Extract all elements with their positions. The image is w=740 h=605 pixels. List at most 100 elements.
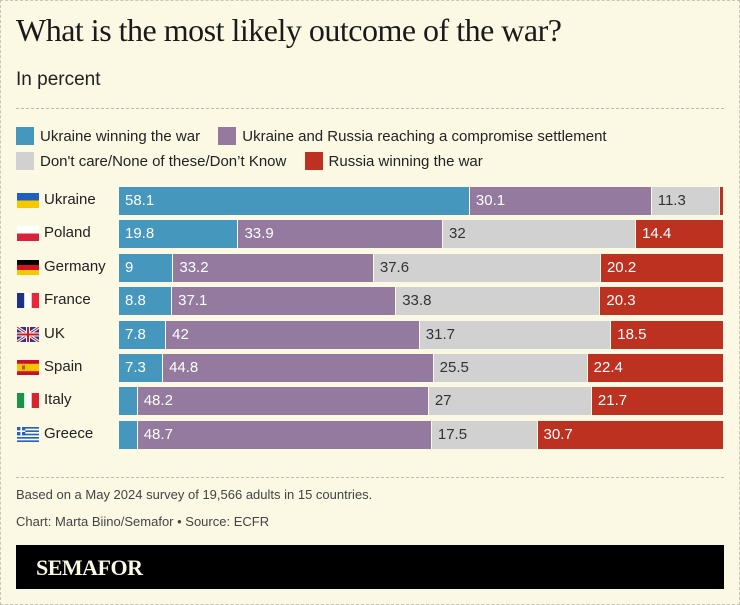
stacked-bar: 19.8 33.9 32 14.4: [119, 220, 723, 249]
data-label: 31.7: [425, 325, 455, 343]
country-label: Italy: [44, 391, 72, 409]
data-label: 27: [434, 392, 452, 410]
france-flag-icon: [17, 293, 39, 309]
data-label: 42: [172, 325, 189, 343]
germany-flag-icon: [17, 259, 39, 275]
bar-segment: 37.1: [172, 287, 397, 316]
data-label: 22.4: [593, 359, 623, 376]
data-label: 20.2: [606, 258, 637, 276]
data-label: 8.8: [125, 292, 146, 310]
legend-item-ukraine-winning: Ukraine winning the war: [16, 124, 200, 148]
stacked-bar: 8.8 37.1 33.8 20.3: [119, 287, 723, 316]
legend-item-compromise: Ukraine and Russia reaching a compromise…: [218, 124, 607, 148]
bar-segment: 33.2: [173, 253, 374, 282]
bar-segment: 19.8: [119, 220, 239, 249]
bar-segment: 21.7: [591, 387, 723, 416]
bar-segment: 44.8: [163, 354, 434, 382]
bar-segment: 37.6: [373, 253, 601, 282]
bar-segment: 14.4: [636, 220, 723, 249]
bar-segment: [719, 187, 723, 215]
data-label: 33.9: [244, 225, 274, 243]
bar-segment: 20.3: [600, 287, 723, 316]
bar-segment: 17.5: [431, 420, 538, 449]
legend-item-russia-winning: Russia winning the war: [304, 149, 483, 173]
data-label: 48.7: [143, 425, 173, 443]
bar-segment: 33.8: [396, 287, 601, 316]
data-label: 58.1: [125, 192, 155, 209]
bar-segment: 30.1: [469, 187, 652, 215]
survey-note: Based on a May 2024 survey of 19,566 adu…: [16, 487, 373, 502]
data-label: 44.8: [169, 359, 199, 376]
greece-flag-icon: [17, 426, 39, 442]
bar-segment: 8.8: [119, 287, 173, 316]
bar-segment: 27: [428, 387, 592, 416]
bar-segment: 31.7: [419, 320, 612, 349]
bar-segment: 22.4: [587, 354, 723, 382]
italy-flag-icon: [17, 393, 39, 409]
legend-swatch: [16, 127, 34, 145]
country-label: Ukraine: [44, 191, 96, 208]
chart-title: What is the most likely outcome of the w…: [16, 12, 562, 48]
stacked-bar: 58.1 30.1 11.3: [119, 187, 723, 215]
bar-row-greece: Greece 48.7 17.5 30.7: [0, 420, 740, 450]
bar-row-poland: Poland 19.8 33.9 32 14.4: [0, 219, 740, 249]
data-label: 17.5: [437, 425, 468, 443]
legend-label: Don't care/None of these/Don’t Know: [40, 152, 287, 170]
bar-segment: 7.8: [119, 320, 167, 349]
bar-segment: 7.3: [119, 354, 164, 382]
data-label: 33.2: [179, 258, 209, 276]
bar-segment: 11.3: [651, 187, 720, 215]
legend-swatch: [16, 152, 34, 170]
bar-segment: [119, 420, 138, 449]
data-label: 21.7: [597, 392, 628, 410]
data-label: 30.1: [475, 192, 506, 209]
country-label: Greece: [44, 424, 94, 442]
legend-swatch: [304, 152, 323, 170]
data-label: 20.3: [606, 292, 636, 310]
country-label: France: [44, 291, 91, 309]
bar-segment: 33.9: [238, 220, 444, 249]
bar-row-germany: Germany 9 33.2 37.6 20.2: [0, 253, 740, 283]
bar-segment: 58.1: [119, 187, 470, 215]
footer-divider: [16, 477, 724, 478]
stacked-bar: 48.2 27 21.7: [119, 387, 723, 416]
stacked-bar: 48.7 17.5 30.7: [119, 420, 723, 449]
bar-segment: 48.7: [137, 420, 432, 449]
bar-segment: 42: [166, 320, 420, 349]
ukraine-flag-icon: [17, 193, 39, 208]
bar-row-france: France 8.8 37.1 33.8 20.3: [0, 286, 740, 316]
country-label: Spain: [44, 358, 83, 375]
semafor-logo: SEMAFOR: [36, 555, 143, 580]
data-label: 30.7: [543, 425, 573, 443]
legend-label: Ukraine winning the war: [40, 127, 201, 145]
stacked-bar: 9 33.2 37.6 20.2: [119, 253, 723, 282]
brand-bar: SEMAFOR: [16, 545, 724, 589]
bar-segment: [119, 387, 138, 416]
data-label: 14.4: [642, 225, 672, 243]
legend-swatch: [218, 127, 237, 145]
country-label: UK: [44, 324, 65, 342]
bar-segment: 48.2: [137, 387, 429, 416]
data-label: 11.3: [657, 192, 686, 209]
chart-subtitle: In percent: [16, 69, 101, 90]
stacked-bar-chart: Ukraine 58.1 30.1 11.3 Poland 19.8 33.9 32 14.4 G…: [0, 186, 740, 456]
data-label: 7.8: [125, 325, 146, 343]
bar-segment: 9: [119, 253, 174, 282]
data-label: 7.3: [125, 359, 146, 376]
stacked-bar: 7.8 42 31.7 18.5: [119, 320, 723, 349]
bar-segment: 20.2: [600, 253, 723, 282]
stacked-bar: 7.3 44.8 25.5 22.4: [119, 354, 723, 382]
legend-item-dont-know: Don't care/None of these/Don’t Know: [16, 149, 286, 173]
spain-flag-icon: [17, 360, 39, 375]
country-label: Germany: [44, 257, 106, 275]
bar-row-ukraine: Ukraine 58.1 30.1 11.3: [0, 186, 740, 216]
data-label: 33.8: [402, 292, 432, 310]
bar-segment: 18.5: [611, 320, 723, 349]
bar-row-italy: Italy 48.2 27 21.7: [0, 386, 740, 416]
data-label: 48.2: [143, 392, 173, 410]
bar-segment: 30.7: [537, 420, 723, 449]
bar-row-spain: Spain 7.3 44.8 25.5 22.4: [0, 353, 740, 383]
data-label: 37.6: [379, 258, 410, 276]
chart-credit: Chart: Marta Biino/Semafor • Source: ECF…: [16, 514, 270, 529]
bar-segment: 32: [443, 220, 637, 249]
